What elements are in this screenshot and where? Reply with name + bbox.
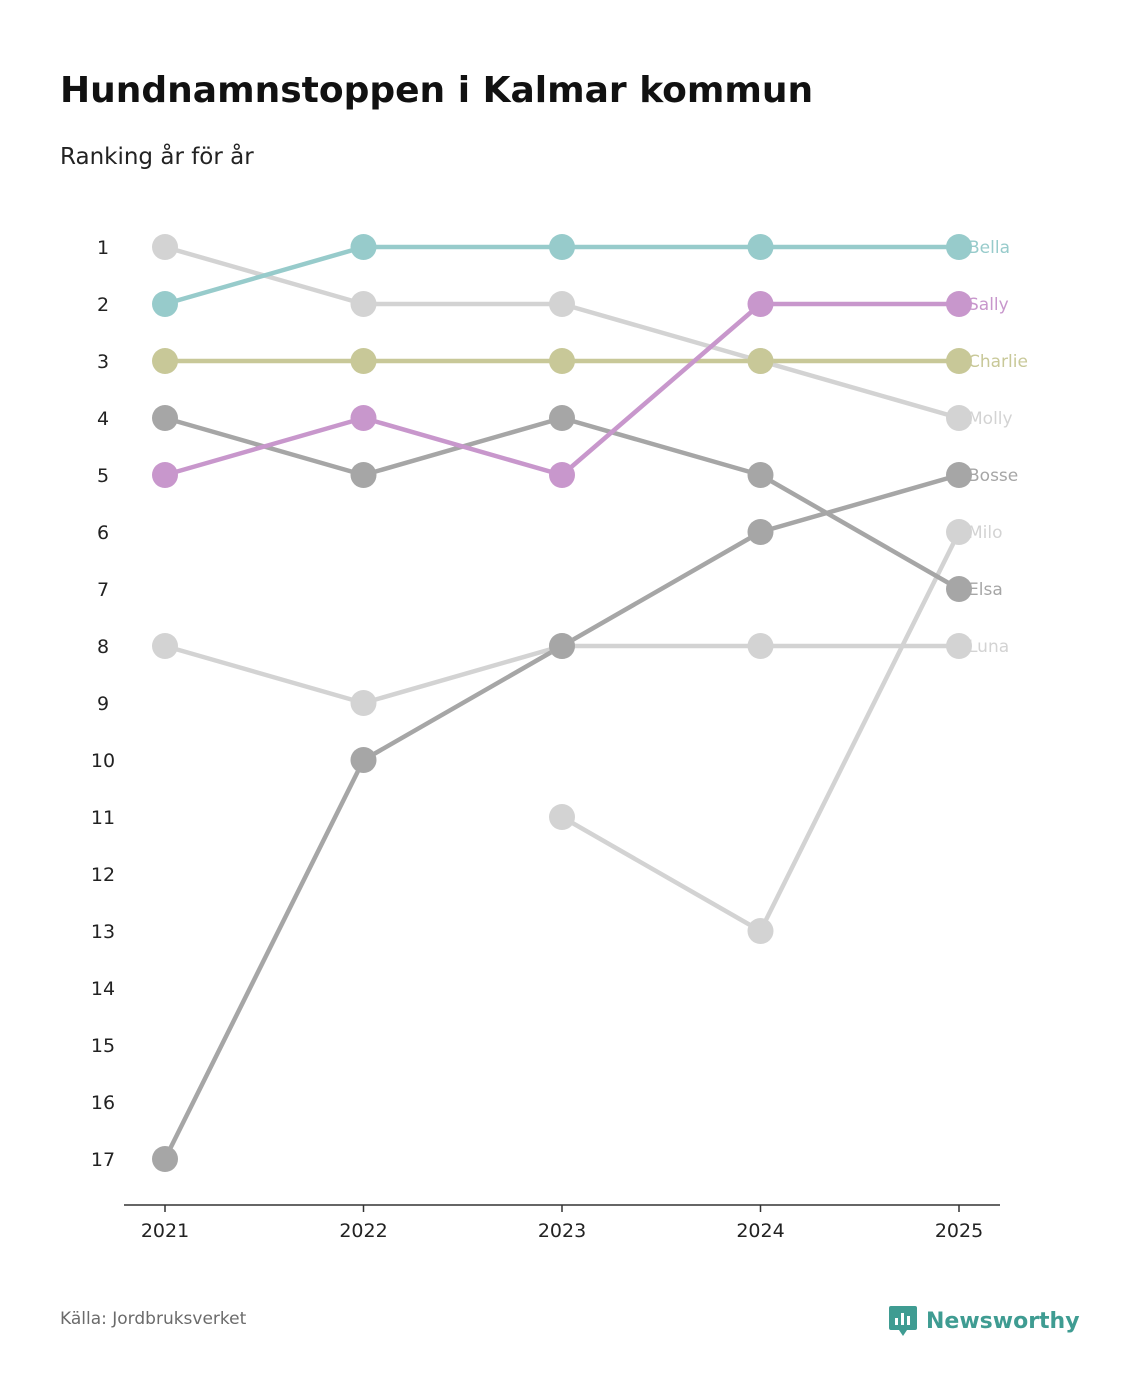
x-tick-label-2022: 2022 [339,1220,387,1242]
point-elsa-2021: Elsa 2021: 4 [152,405,178,431]
series-labels: Molly Luna Milo Elsa Bosse Charlie Sally Bella [968,238,1028,657]
chart-title: Hundnamnstoppen i Kalmar kommun [60,70,814,111]
series-label-sally: Sally [968,295,1009,315]
y-tick-label-16: 16 [91,1092,115,1114]
y-tick-label-6: 6 [97,522,109,544]
point-molly-2025: Molly 2025: 4 [946,405,972,431]
y-tick-label-17: 17 [91,1149,115,1171]
point-bella-2021: Bella 2021: 2 [152,291,178,317]
series-label-luna: Luna [968,637,1009,657]
point-charlie-2024: Charlie 2024: 3 [747,348,774,374]
y-tick-label-4: 4 [97,408,109,430]
y-tick-label-15: 15 [91,1035,115,1057]
series-label-bosse: Bosse [968,466,1018,486]
point-bella-2025: Bella 2025: 1 [946,234,972,260]
x-axis-ticks: 2021 2022 2023 2024 2025 [141,1205,983,1242]
point-milo-2024: Milo 2024: 13 [747,918,774,944]
brand-name: Newsworthy [926,1308,1080,1334]
series-points: Molly 2021: 1 Molly 2022: 2 Molly 2023: 2 M… [152,234,972,1172]
series-label-charlie: Charlie [968,352,1028,372]
point-bosse-2024: Bosse 2024: 6 [747,519,774,545]
point-bella-2024: Bella 2024: 1 [747,234,774,260]
point-sally-2021: Sally 2021: 5 [152,462,178,488]
point-molly-2023: Molly 2023: 2 [549,291,575,317]
series-lines [162,244,962,1162]
brand-logo: Newsworthy [888,1304,1080,1338]
x-tick-label-2025: 2025 [935,1220,983,1242]
point-molly-2021: Molly 2021: 1 [152,234,178,260]
point-bosse-2021: Bosse 2021: 17 [152,1146,178,1172]
y-tick-label-2: 2 [97,294,109,316]
y-tick-label-11: 11 [91,807,115,829]
series-line-molly [162,244,962,421]
point-luna-2022: Luna 2022: 9 [350,690,377,716]
y-tick-label-8: 8 [97,636,109,658]
y-tick-label-9: 9 [97,693,109,715]
x-tick-label-2024: 2024 [736,1220,784,1242]
point-bosse-2023: Bosse 2023: 8 [549,633,575,659]
point-luna-2024: Luna 2024: 8 [747,633,774,659]
chart-subtitle: Ranking år för år [60,144,254,170]
point-luna-2021: Luna 2021: 8 [152,633,178,659]
y-tick-label-13: 13 [91,921,115,943]
point-sally-2023: Sally 2023: 5 [549,462,575,488]
y-tick-label-5: 5 [97,465,109,487]
point-milo-2025: Milo 2025: 6 [946,519,972,545]
x-tick-label-2021: 2021 [141,1220,189,1242]
point-elsa-2023: Elsa 2023: 4 [549,405,575,431]
series-line-elsa [162,415,962,592]
point-molly-2022: Molly 2022: 2 [350,291,377,317]
point-bella-2022: Bella 2022: 1 [350,234,377,260]
point-charlie-2023: Charlie 2023: 3 [549,348,575,374]
point-bosse-2022: Bosse 2022: 10 [350,747,377,773]
point-sally-2024: Sally 2024: 2 [747,291,774,317]
y-tick-label-14: 14 [91,978,115,1000]
point-charlie-2021: Charlie 2021: 3 [152,348,178,374]
y-tick-label-3: 3 [97,351,109,373]
source-note: Källa: Jordbruksverket [60,1309,247,1329]
point-bosse-2025: Bosse 2025: 5 [946,462,972,488]
newsworthy-logo-icon [889,1306,917,1336]
series-line-milo [559,529,962,934]
y-tick-label-7: 7 [97,579,109,601]
series-label-bella: Bella [968,238,1010,258]
series-label-elsa: Elsa [968,580,1003,600]
series-line-sally [162,301,962,478]
point-charlie-2022: Charlie 2022: 3 [350,348,377,374]
point-elsa-2022: Elsa 2022: 5 [350,462,377,488]
series-label-molly: Molly [968,409,1013,429]
point-elsa-2024: Elsa 2024: 5 [747,462,774,488]
point-sally-2025: Sally 2025: 2 [946,291,972,317]
point-luna-2025: Luna 2025: 8 [946,633,972,659]
y-tick-label-10: 10 [91,750,115,772]
x-tick-label-2023: 2023 [538,1220,586,1242]
y-tick-label-1: 1 [97,237,109,259]
point-sally-2022: Sally 2022: 4 [350,405,377,431]
point-elsa-2025: Elsa 2025: 7 [946,576,972,602]
y-tick-label-12: 12 [91,864,115,886]
point-charlie-2025: Charlie 2025: 3 [946,348,972,374]
series-label-milo: Milo [968,523,1003,543]
point-bella-2023: Bella 2023: 1 [549,234,575,260]
point-milo-2023: Milo 2023: 11 [549,804,575,830]
